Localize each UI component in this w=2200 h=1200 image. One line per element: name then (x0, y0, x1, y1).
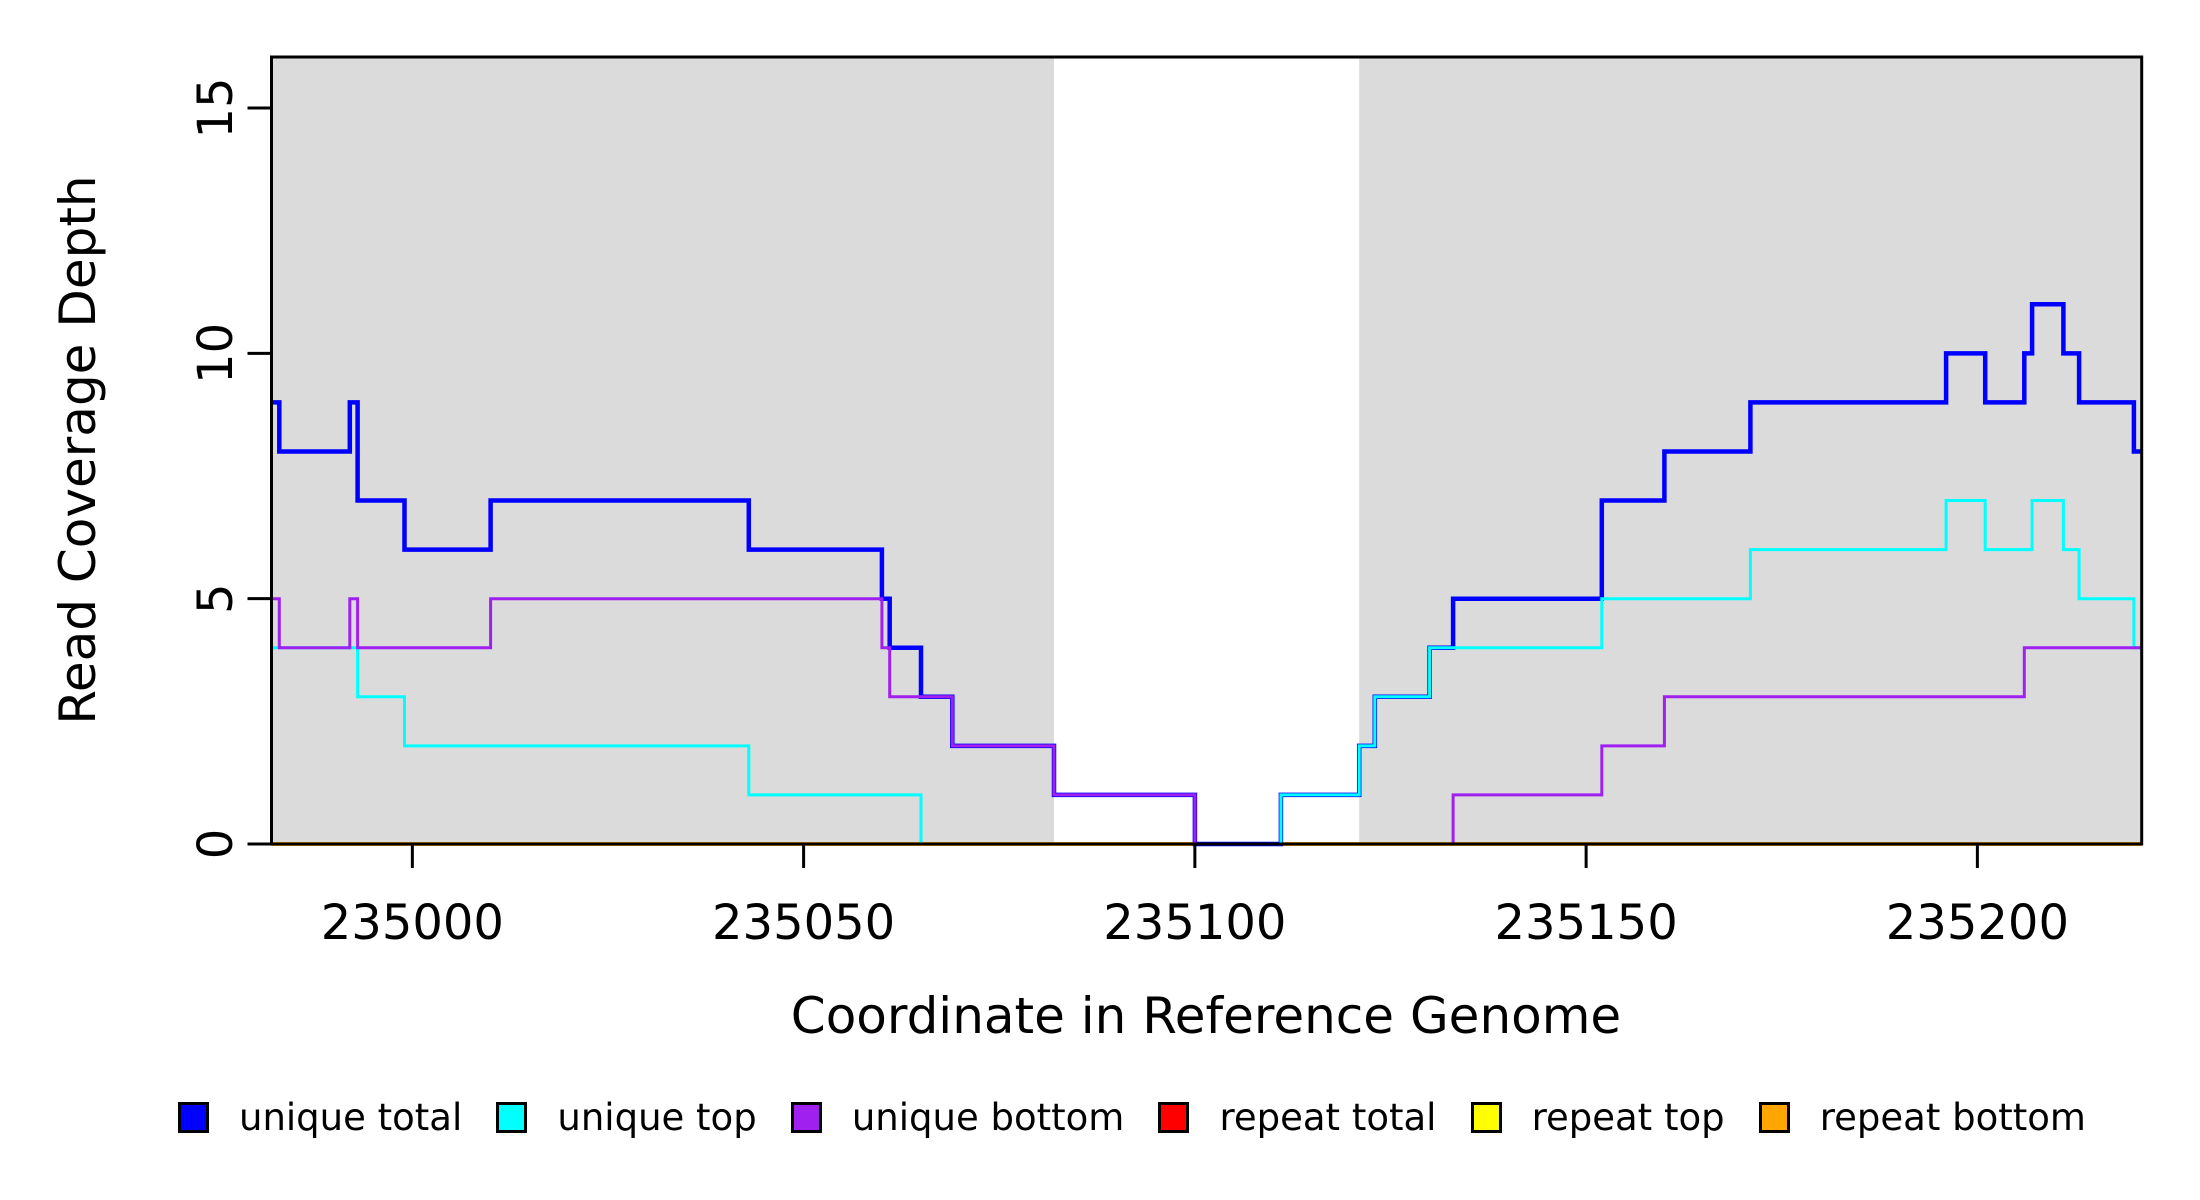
legend-swatch-icon (1758, 1102, 1790, 1133)
legend: unique total unique top unique bottom repea… (178, 1096, 2086, 1139)
legend-label: repeat top (1531, 1096, 1725, 1139)
legend-label: unique total (239, 1096, 463, 1139)
series-unique-bottom (271, 597, 2142, 846)
legend-swatch-icon (496, 1102, 528, 1133)
left-gray-region (271, 57, 1055, 844)
y-tick-label: 5 (188, 583, 244, 614)
series-unique-top (271, 499, 2142, 846)
legend-swatch-icon (790, 1102, 822, 1133)
x-tick-label: 235050 (712, 895, 895, 951)
legend-label: repeat bottom (1819, 1096, 2086, 1139)
x-tick-label: 235000 (321, 895, 504, 951)
legend-label: unique bottom (851, 1096, 1125, 1139)
x-tick-label: 235200 (1886, 895, 2069, 951)
x-axis-title: Coordinate in Reference Genome (790, 987, 1622, 1045)
legend-item-unique-bottom: unique bottom (790, 1096, 1125, 1139)
legend-item-repeat-top: repeat top (1470, 1096, 1725, 1139)
legend-swatch-icon (178, 1102, 209, 1133)
legend-swatch-icon (1158, 1102, 1190, 1133)
y-tick-label: 0 (188, 829, 244, 860)
legend-item-unique-total: unique total (178, 1096, 462, 1139)
legend-item-repeat-total: repeat total (1158, 1096, 1436, 1139)
y-tick-label: 15 (188, 77, 244, 138)
x-tick-label: 235150 (1495, 895, 1678, 951)
legend-item-repeat-bottom: repeat bottom (1758, 1096, 2086, 1139)
y-axis-title: Read Coverage Depth (49, 175, 107, 725)
legend-swatch-icon (1470, 1102, 1502, 1133)
x-tick-label: 235100 (1103, 895, 1286, 951)
legend-item-unique-top: unique top (496, 1096, 757, 1139)
legend-label: repeat total (1219, 1096, 1437, 1139)
plot-border (270, 55, 2144, 846)
y-tick-label: 10 (188, 323, 244, 384)
legend-label: unique top (557, 1096, 757, 1139)
